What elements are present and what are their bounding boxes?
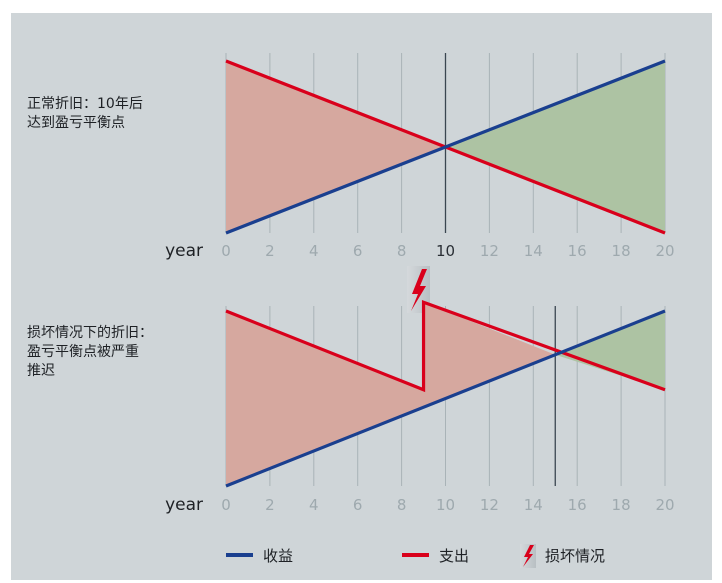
x-axis-label: year <box>165 495 203 515</box>
panel-annotation-line-1: 损坏情况下的折旧： <box>27 325 153 341</box>
loss-area <box>226 61 446 233</box>
x-axis-label: year <box>165 241 203 261</box>
legend-item-revenue: 收益 <box>226 547 293 565</box>
x-tick-labels: 0 2 4 6 8 10 12 14 16 18 20 <box>221 496 674 514</box>
series-lines <box>225 299 666 488</box>
series-lines <box>225 59 666 235</box>
x-tick-label: 14 <box>524 496 543 514</box>
chart-panel-damaged: 损坏情况下的折旧： 盈亏平衡点被严重 推迟 year 0 2 4 6 8 10 12 14 16… <box>27 299 675 515</box>
x-tick-label: 14 <box>524 242 543 260</box>
x-tick-label: 20 <box>655 242 674 260</box>
revenue-line <box>225 59 666 235</box>
x-tick-label: 4 <box>309 242 319 260</box>
x-tick-label: 2 <box>265 496 275 514</box>
lightning-icon <box>523 545 534 567</box>
panel-annotation-line-2: 达到盈亏平衡点 <box>27 115 125 131</box>
profit-area <box>555 311 665 390</box>
x-tick-label: 18 <box>612 242 631 260</box>
legend: 收益 支出 损坏情况 <box>226 544 605 568</box>
x-tick-label: 12 <box>480 242 499 260</box>
x-tick-labels: 0 2 4 6 8 10 12 14 16 18 20 <box>221 242 674 260</box>
x-tick-label: 16 <box>568 496 587 514</box>
svg-text:正常折旧：10年后 达到盈亏平衡点: 正常折旧：10年后 达到盈亏平衡点 <box>27 96 147 131</box>
x-tick-label: 10 <box>436 242 455 260</box>
x-tick-label: 4 <box>309 496 319 514</box>
chart-panel-normal: 正常折旧：10年后 达到盈亏平衡点 year 0 2 4 6 8 10 12 14 16 18 20 <box>27 53 675 261</box>
depreciation-figure: 正常折旧：10年后 达到盈亏平衡点 year 0 2 4 6 8 10 12 14 16 18 20… <box>27 53 675 568</box>
x-tick-label: 16 <box>568 242 587 260</box>
x-tick-label: 6 <box>353 496 363 514</box>
panel-annotation-line-1: 正常折旧：10年后 <box>27 96 143 112</box>
lightning-icon <box>411 269 427 311</box>
profit-area <box>445 61 665 233</box>
legend-label-damage: 损坏情况 <box>545 547 605 565</box>
legend-label-revenue: 收益 <box>263 547 293 565</box>
svg-text:损坏情况下的折旧： 盈亏平衡点被严重: 损坏情况下的折旧： 盈亏平衡点被严重 推迟 <box>27 325 157 379</box>
legend-label-expense: 支出 <box>439 547 469 565</box>
area-fills <box>226 61 665 233</box>
legend-item-expense: 支出 <box>402 547 469 565</box>
x-tick-label: 12 <box>480 496 499 514</box>
x-tick-label: 6 <box>353 242 363 260</box>
expense-line <box>225 299 666 393</box>
area-fills <box>226 302 665 486</box>
loss-area <box>226 302 556 486</box>
x-tick-label: 2 <box>265 242 275 260</box>
x-tick-label: 18 <box>612 496 631 514</box>
x-tick-label: 10 <box>436 496 455 514</box>
panel-annotation-line-2: 盈亏平衡点被严重 <box>27 344 139 360</box>
revenue-line <box>225 309 666 488</box>
x-tick-label: 0 <box>221 242 231 260</box>
x-tick-label: 0 <box>221 496 231 514</box>
x-tick-label: 8 <box>397 496 407 514</box>
x-tick-label: 20 <box>655 496 674 514</box>
legend-item-damage: 损坏情况 <box>520 544 605 568</box>
panel-annotation-line-3: 推迟 <box>27 363 55 379</box>
x-tick-label: 8 <box>397 242 407 260</box>
chart-frame: 正常折旧：10年后 达到盈亏平衡点 year 0 2 4 6 8 10 12 14 16 18 20… <box>11 13 712 580</box>
